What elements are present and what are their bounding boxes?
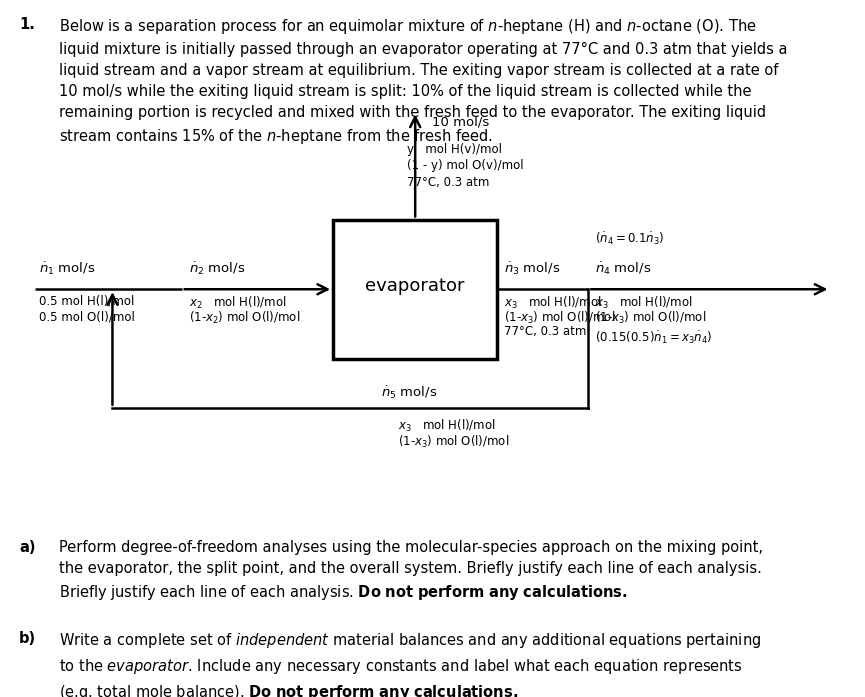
Text: 77°C, 0.3 atm: 77°C, 0.3 atm <box>407 176 489 189</box>
Text: Write a complete set of $\it{independent}$ material balances and any additional : Write a complete set of $\it{independent… <box>59 631 761 697</box>
Text: $(1$-$x_2)$ mol O(l)/mol: $(1$-$x_2)$ mol O(l)/mol <box>189 310 300 326</box>
Text: $(\dot{n}_4 = 0.1\dot{n}_3)$: $(\dot{n}_4 = 0.1\dot{n}_3)$ <box>595 231 664 247</box>
Text: $x_3$   mol H(l)/mol: $x_3$ mol H(l)/mol <box>398 418 496 434</box>
Text: $(1$-$x_3)$ mol O(l)/mol: $(1$-$x_3)$ mol O(l)/mol <box>504 310 616 326</box>
Text: $x_3$   mol H(l)/mol: $x_3$ mol H(l)/mol <box>595 295 693 311</box>
Bar <box>333 220 497 359</box>
Text: $\dot{n}_4$ mol/s: $\dot{n}_4$ mol/s <box>595 260 651 277</box>
Text: $x_3$   mol H(l)/mol: $x_3$ mol H(l)/mol <box>504 295 602 311</box>
Text: $(1$-$x_3)$ mol O(l)/mol: $(1$-$x_3)$ mol O(l)/mol <box>398 434 509 450</box>
Text: $x_2$   mol H(l)/mol: $x_2$ mol H(l)/mol <box>189 295 286 311</box>
Text: 0.5 mol O(l)/mol: 0.5 mol O(l)/mol <box>39 310 135 323</box>
Text: Perform degree-of-freedom analyses using the molecular-species approach on the m: Perform degree-of-freedom analyses using… <box>59 540 763 602</box>
Text: Below is a separation process for an equimolar mixture of $\it{n}$-heptane (H) a: Below is a separation process for an equ… <box>59 17 787 146</box>
Text: a): a) <box>19 540 35 556</box>
Text: $(0.15(0.5)\dot{n}_1 = x_3\dot{n}_4)$: $(0.15(0.5)\dot{n}_1 = x_3\dot{n}_4)$ <box>595 330 713 346</box>
Text: evaporator: evaporator <box>365 277 465 295</box>
Text: (1 - y) mol O(v)/mol: (1 - y) mol O(v)/mol <box>407 159 523 172</box>
Text: 77°C, 0.3 atm: 77°C, 0.3 atm <box>504 325 586 339</box>
Text: 0.5 mol H(l)/mol: 0.5 mol H(l)/mol <box>39 295 134 308</box>
Text: 10 mol/s: 10 mol/s <box>432 115 490 128</box>
Text: $\dot{n}_2$ mol/s: $\dot{n}_2$ mol/s <box>189 260 245 277</box>
Text: $\dot{n}_3$ mol/s: $\dot{n}_3$ mol/s <box>504 260 561 277</box>
Text: $\dot{n}_1$ mol/s: $\dot{n}_1$ mol/s <box>39 260 95 277</box>
Text: b): b) <box>19 631 36 646</box>
Text: $(1$-$x_3)$ mol O(l)/mol: $(1$-$x_3)$ mol O(l)/mol <box>595 310 707 326</box>
Text: $\dot{n}_5$ mol/s: $\dot{n}_5$ mol/s <box>381 384 437 401</box>
Text: 1.: 1. <box>19 17 35 33</box>
Text: y   mol H(v)/mol: y mol H(v)/mol <box>407 143 502 156</box>
